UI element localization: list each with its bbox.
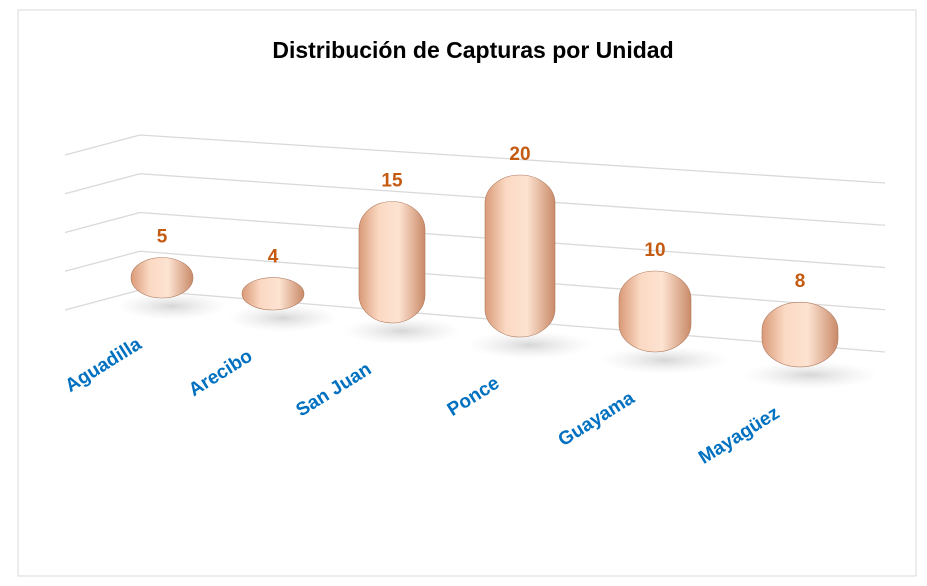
bar-shadow xyxy=(741,361,879,389)
bar-shadow xyxy=(600,346,730,374)
chart-title: Distribución de Capturas por Unidad xyxy=(272,37,673,63)
data-label: 15 xyxy=(381,171,403,192)
bar-shadow xyxy=(116,292,228,320)
grid-line xyxy=(64,211,886,269)
data-label: 4 xyxy=(268,247,279,268)
data-label: 5 xyxy=(157,227,168,248)
bar xyxy=(241,277,305,311)
grid-line xyxy=(64,134,886,184)
bar xyxy=(130,257,194,299)
bar-shadow xyxy=(227,304,339,332)
data-label: 8 xyxy=(795,271,806,292)
grid-line xyxy=(64,173,886,226)
bar xyxy=(358,201,426,324)
bar xyxy=(761,301,839,368)
bar xyxy=(618,270,692,353)
bar xyxy=(484,174,556,338)
data-label: 10 xyxy=(644,240,665,261)
data-label: 20 xyxy=(509,144,530,165)
bar-shadow xyxy=(342,317,462,345)
bar-shadow xyxy=(467,331,593,359)
